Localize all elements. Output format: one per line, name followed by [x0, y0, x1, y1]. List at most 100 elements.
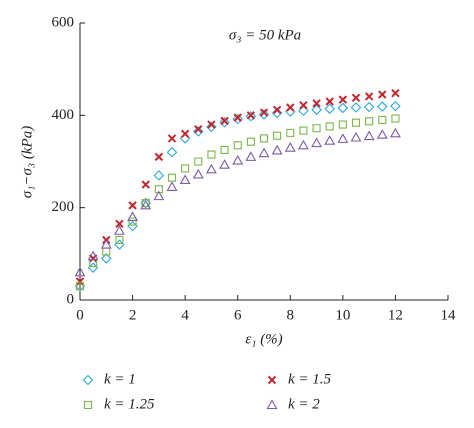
data-point [351, 118, 361, 127]
data-point [365, 117, 374, 126]
data-point [141, 180, 150, 189]
data-point [233, 113, 242, 122]
data-point [364, 92, 374, 101]
data-point [233, 141, 242, 150]
data-point [166, 181, 178, 191]
data-point [75, 282, 85, 291]
data-point [167, 134, 177, 143]
y-tick-label: 0 [67, 291, 75, 307]
data-point [350, 102, 362, 113]
x-tick-label: 0 [76, 307, 84, 323]
x-tick-label: 14 [441, 307, 457, 323]
data-point [192, 168, 204, 179]
data-point [115, 235, 124, 245]
data-point [338, 95, 348, 104]
data-point [180, 129, 190, 139]
data-point [219, 159, 231, 169]
legend-label: k = 2 [288, 396, 320, 412]
data-point [312, 99, 321, 108]
y-tick-label: 200 [52, 199, 75, 215]
data-point [220, 116, 229, 126]
legend-label: k = 1 [104, 371, 136, 387]
legend-label: k = 1.25 [104, 396, 155, 412]
data-point [179, 174, 191, 185]
data-point [153, 190, 165, 201]
data-point [115, 219, 124, 229]
data-point [284, 142, 296, 152]
x-axis-label: ε₁ (%) [245, 331, 282, 347]
data-point [245, 151, 257, 161]
data-point [87, 250, 99, 261]
legend-marker [266, 399, 278, 410]
data-point [311, 104, 322, 116]
x-tick-label: 6 [234, 307, 242, 323]
chart-title: σ₃ = 50 kPa [229, 27, 301, 43]
data-point [271, 144, 283, 155]
data-point [324, 135, 336, 145]
data-point [299, 100, 308, 110]
data-point [337, 133, 349, 143]
data-point [363, 101, 375, 113]
data-point [389, 127, 401, 138]
data-point [298, 105, 309, 116]
data-point [258, 147, 270, 158]
data-point [205, 163, 217, 174]
y-axis-label: σ₁−σ₃ (kPa) [19, 126, 35, 198]
x-tick-label: 12 [388, 307, 403, 323]
data-point [207, 120, 216, 129]
data-point [391, 114, 400, 123]
data-point [127, 211, 139, 221]
data-point [363, 130, 375, 141]
data-point [325, 97, 334, 106]
data-point [232, 154, 244, 165]
y-tick-label: 600 [52, 14, 75, 30]
data-point [325, 122, 334, 131]
data-point [338, 120, 347, 129]
data-point [100, 238, 112, 249]
data-point [207, 150, 216, 159]
data-point [246, 137, 255, 146]
data-point [193, 126, 204, 137]
data-point [194, 124, 203, 134]
data-point [245, 110, 257, 122]
data-point [154, 185, 163, 194]
data-point [297, 139, 309, 150]
data-point [153, 170, 165, 181]
data-point [220, 145, 229, 155]
data-point [259, 134, 269, 143]
data-point [377, 101, 388, 112]
data-point [351, 93, 361, 102]
data-point [179, 133, 191, 144]
y-tick-label: 400 [52, 107, 75, 123]
data-point [166, 146, 178, 158]
data-point [324, 103, 335, 115]
data-point [128, 217, 137, 226]
data-point [154, 152, 164, 162]
data-point [74, 266, 86, 277]
data-point [376, 129, 388, 139]
x-tick-label: 10 [335, 307, 350, 323]
legend-marker [82, 374, 94, 386]
data-point [337, 102, 349, 114]
data-point [140, 199, 152, 210]
legend-label: k = 1.5 [288, 371, 332, 387]
data-point [128, 201, 137, 210]
data-point [258, 109, 270, 120]
data-point [259, 108, 269, 117]
data-point [299, 126, 308, 135]
data-point [101, 253, 112, 264]
data-point [311, 137, 323, 148]
data-point [378, 115, 387, 124]
data-point [390, 100, 401, 112]
data-point [194, 157, 203, 166]
data-point [273, 131, 282, 140]
data-point [391, 88, 400, 98]
data-point [312, 124, 321, 133]
data-point [286, 103, 295, 112]
data-point [167, 173, 177, 182]
x-tick-label: 4 [181, 307, 189, 323]
data-point [206, 121, 217, 133]
data-point [113, 225, 125, 235]
data-point [75, 277, 85, 286]
data-point [219, 116, 230, 128]
